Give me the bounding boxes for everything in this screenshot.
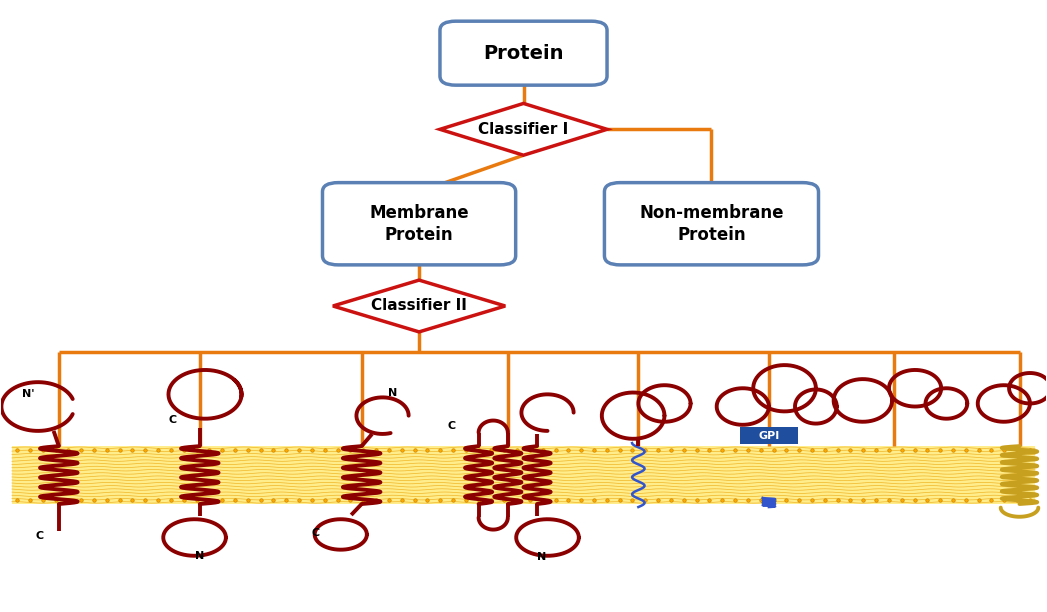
FancyBboxPatch shape [604,182,819,265]
Text: GPI: GPI [758,431,780,441]
Text: C: C [36,531,44,542]
Text: Classifier II: Classifier II [371,299,467,313]
Text: N: N [387,388,397,398]
Text: C: C [169,415,177,425]
Text: C: C [312,528,319,538]
Bar [740,427,798,444]
Text: N': N' [22,389,35,400]
Polygon shape [440,103,607,155]
Text: Protein: Protein [484,43,563,62]
Text: N: N [195,551,204,561]
Bar [12,446,1035,504]
Text: C: C [447,421,455,431]
Text: Membrane
Protein: Membrane Protein [370,204,469,244]
Text: Classifier I: Classifier I [478,122,569,137]
Polygon shape [333,280,506,332]
FancyBboxPatch shape [322,182,516,265]
FancyBboxPatch shape [440,21,607,85]
Text: N: N [537,552,547,562]
Text: Non-membrane
Protein: Non-membrane Protein [640,204,784,244]
